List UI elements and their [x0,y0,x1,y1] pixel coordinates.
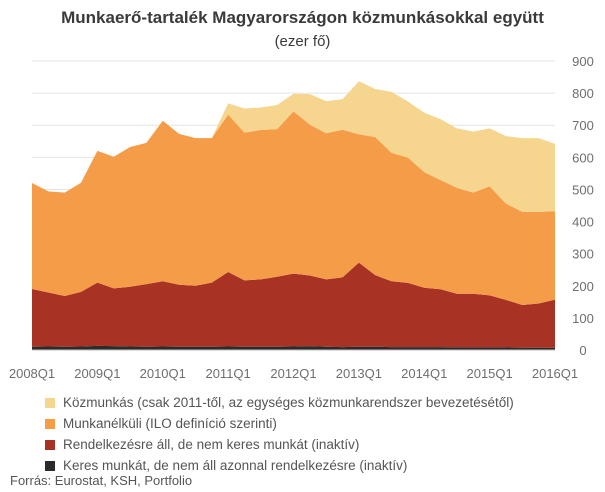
legend: Közmunkás (csak 2011-től, az egységes kö… [45,392,605,476]
legend-item: Közmunkás (csak 2011-től, az egységes kö… [45,392,605,413]
legend-swatch [45,460,55,471]
chart-title: Munkaerő-tartalék Magyarországon közmunk… [61,8,544,27]
x-tick-labels: 2008Q1 2009Q1 2010Q1 2011Q1 2012Q1 2013Q1 2014… [9,366,578,381]
y-tick-label: 700 [572,118,594,133]
legend-label: Közmunkás (csak 2011-től, az egységes kö… [63,395,514,410]
legend-item: Munkanélküli (ILO definíció szerinti) [45,413,605,434]
legend-label: Rendelkezésre áll, de nem keres munkát (… [63,437,360,452]
legend-label: Keres munkát, de nem áll azonnal rendelk… [63,458,408,473]
legend-swatch [45,439,55,450]
x-tick-label: 2014Q1 [401,366,447,381]
y-tick-labels: 0 100 200 300 400 500 600 700 800 900 [572,54,594,358]
area-series-1 [32,262,555,348]
series-areas [32,81,555,350]
x-tick-label: 2008Q1 [9,366,55,381]
x-tick-label: 2013Q1 [336,366,382,381]
x-tick-label: 2012Q1 [270,366,316,381]
legend-swatch [45,418,55,429]
y-tick-label: 300 [572,247,594,262]
y-tick-label: 0 [579,343,586,358]
y-tick-label: 500 [572,182,594,197]
y-tick-label: 900 [572,54,594,69]
legend-label: Munkanélküli (ILO definíció szerinti) [63,416,277,431]
area-series-2 [32,111,555,306]
source-note: Forrás: Eurostat, KSH, Portfolio [10,473,193,488]
y-tick-label: 100 [572,311,594,326]
y-tick-label: 600 [572,150,594,165]
y-tick-label: 400 [572,215,594,230]
legend-item: Keres munkát, de nem áll azonnal rendelk… [45,455,605,476]
stacked-area-chart: 0 100 200 300 400 500 600 700 800 900 2008Q1 2009Q… [9,54,594,381]
legend-swatch [45,397,55,408]
x-tick-label: 2009Q1 [74,366,120,381]
x-tick-label: 2010Q1 [140,366,186,381]
legend-item: Rendelkezésre áll, de nem keres munkát (… [45,434,605,455]
chart-subtitle: (ezer fő) [274,33,331,50]
y-tick-label: 200 [572,279,594,294]
x-tick-label: 2011Q1 [205,366,250,381]
y-tick-label: 800 [572,86,594,101]
x-tick-label: 2016Q1 [532,366,578,381]
area-series-3 [32,81,555,212]
x-tick-label: 2015Q1 [466,366,512,381]
area-series-0 [32,345,555,350]
